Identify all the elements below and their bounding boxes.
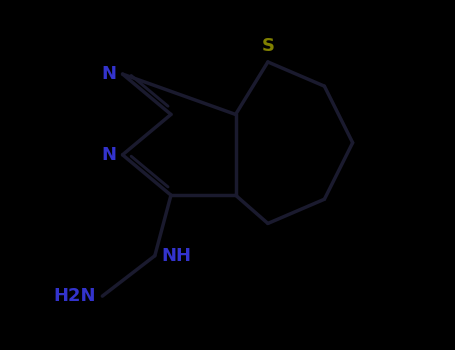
Text: N: N	[101, 65, 116, 83]
Text: H2N: H2N	[53, 287, 96, 305]
Text: NH: NH	[161, 247, 191, 265]
Text: S: S	[261, 37, 274, 56]
Text: N: N	[101, 146, 116, 164]
